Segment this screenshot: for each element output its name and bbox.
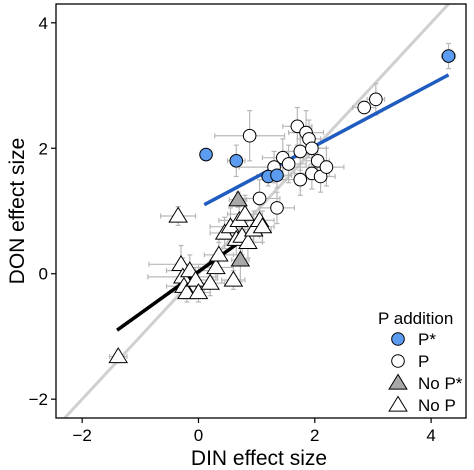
P-point-11	[305, 141, 319, 156]
x-axis-title: DIN effect size	[191, 447, 327, 470]
legend: P addition P* P No P* No P	[378, 309, 463, 415]
NoP-point-22	[252, 217, 273, 234]
NoP-point-11	[209, 245, 229, 262]
NoP_star-point-0	[228, 190, 248, 207]
P-point-1	[252, 191, 267, 206]
legend-marker-P	[391, 354, 405, 368]
NoP-point-10	[206, 257, 226, 275]
NoP_star-point-1	[230, 250, 251, 267]
p-group-fit-line	[203, 73, 450, 207]
NoP-point-18	[235, 204, 255, 221]
y-tick-label--2: −2	[29, 390, 48, 409]
NoP-point-9	[200, 273, 220, 290]
NoP-point-19	[238, 232, 258, 249]
P-point-3	[270, 201, 284, 215]
NoP-point-7	[185, 270, 206, 287]
y-tick-label-4: 4	[39, 14, 48, 33]
NoP-point-14	[223, 270, 244, 287]
P-point-16	[357, 100, 372, 115]
P_star-point-1	[229, 154, 244, 168]
P-point-5	[281, 157, 296, 171]
x-tick-label-0: 0	[194, 426, 203, 445]
P-point-8	[293, 144, 308, 159]
y-tick-label-2: 2	[39, 139, 48, 158]
one-to-one-reference-line	[62, 4, 451, 418]
plot-frame	[55, 3, 467, 419]
x-tick-label-2: 2	[310, 426, 319, 445]
legend-entries: P* P No P* No P	[388, 330, 463, 415]
NoP-point-1	[168, 206, 188, 223]
NoP-point-0	[108, 347, 129, 364]
legend-label-P: P	[418, 352, 429, 371]
legend-marker-P_star	[391, 332, 405, 346]
NoP-point-8	[188, 283, 209, 300]
legend-title: P addition	[378, 309, 453, 328]
legend-label-P_star: P*	[418, 330, 436, 349]
P_star-point-0	[199, 147, 213, 162]
legend-label-NoP: No P	[418, 396, 456, 415]
P_star-point-4	[441, 49, 456, 63]
legend-marker-NoP_star	[388, 373, 408, 390]
P-point-15	[319, 160, 334, 174]
legend-marker-NoP	[388, 395, 408, 412]
P-point-0	[242, 128, 257, 143]
P-point-7	[293, 172, 308, 187]
legend-label-NoP_star: No P*	[418, 374, 463, 393]
P-point-17	[369, 92, 383, 107]
data-markers	[108, 49, 456, 364]
y-axis: −2 0 2 4	[29, 14, 56, 409]
P_star-point-3	[270, 168, 284, 183]
plot-area	[62, 4, 457, 418]
x-tick-label-4: 4	[426, 426, 435, 445]
y-tick-label-0: 0	[39, 265, 48, 284]
y-axis-title: DON effect size	[6, 138, 29, 285]
x-axis: −2 0 2 4	[72, 418, 436, 445]
x-tick-label--2: −2	[72, 426, 91, 445]
